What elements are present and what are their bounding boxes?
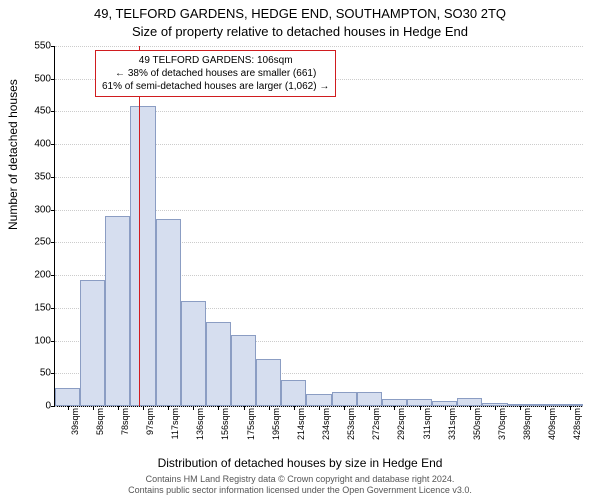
- x-tick-label: 58sqm: [95, 406, 105, 435]
- histogram-bar: [231, 335, 256, 406]
- x-tick-label: 78sqm: [120, 406, 130, 435]
- x-tick-label: 175sqm: [246, 406, 256, 440]
- histogram-bar: [281, 380, 306, 406]
- histogram-bar: [80, 280, 105, 406]
- x-tick-mark: [319, 406, 320, 410]
- property-marker-line: [139, 46, 140, 406]
- gridline: [55, 46, 583, 47]
- x-tick-label: 389sqm: [522, 406, 532, 440]
- y-tick-label: 100: [34, 335, 55, 346]
- x-tick-mark: [420, 406, 421, 410]
- x-tick-mark: [168, 406, 169, 410]
- x-tick-label: 156sqm: [220, 406, 230, 440]
- y-tick-label: 400: [34, 139, 55, 150]
- y-tick-label: 300: [34, 204, 55, 215]
- x-tick-mark: [118, 406, 119, 410]
- histogram-bar: [130, 106, 155, 406]
- histogram-bar: [156, 219, 181, 406]
- histogram-bar: [105, 216, 130, 406]
- x-axis-label: Distribution of detached houses by size …: [0, 456, 600, 470]
- x-tick-mark: [470, 406, 471, 410]
- histogram-bar: [206, 322, 231, 406]
- x-tick-label: 292sqm: [396, 406, 406, 440]
- histogram-bar: [332, 392, 357, 406]
- footer-line1: Contains HM Land Registry data © Crown c…: [0, 474, 600, 485]
- x-tick-mark: [445, 406, 446, 410]
- y-tick-label: 0: [45, 401, 55, 412]
- x-tick-label: 253sqm: [346, 406, 356, 440]
- histogram-bar: [55, 388, 80, 406]
- chart-footer: Contains HM Land Registry data © Crown c…: [0, 474, 600, 496]
- y-tick-label: 250: [34, 237, 55, 248]
- x-tick-label: 234sqm: [321, 406, 331, 440]
- x-tick-mark: [93, 406, 94, 410]
- y-axis-label: Number of detached houses: [6, 79, 20, 230]
- annotation-line: 49 TELFORD GARDENS: 106sqm: [102, 54, 329, 67]
- y-tick-label: 350: [34, 171, 55, 182]
- x-tick-label: 409sqm: [547, 406, 557, 440]
- x-tick-label: 136sqm: [195, 406, 205, 440]
- histogram-bar: [357, 392, 382, 406]
- y-tick-label: 550: [34, 41, 55, 52]
- chart-title-line2: Size of property relative to detached ho…: [0, 24, 600, 39]
- x-tick-label: 39sqm: [70, 406, 80, 435]
- y-tick-label: 150: [34, 302, 55, 313]
- x-tick-label: 272sqm: [371, 406, 381, 440]
- y-tick-label: 50: [40, 368, 55, 379]
- x-tick-label: 350sqm: [472, 406, 482, 440]
- y-tick-label: 200: [34, 270, 55, 281]
- x-tick-mark: [244, 406, 245, 410]
- x-tick-mark: [294, 406, 295, 410]
- histogram-bar: [306, 394, 331, 406]
- x-tick-mark: [344, 406, 345, 410]
- annotation-line: 61% of semi-detached houses are larger (…: [102, 80, 329, 93]
- x-tick-label: 428sqm: [572, 406, 582, 440]
- x-tick-mark: [520, 406, 521, 410]
- x-tick-label: 214sqm: [296, 406, 306, 440]
- chart-title-line1: 49, TELFORD GARDENS, HEDGE END, SOUTHAMP…: [0, 6, 600, 21]
- histogram-bar: [457, 398, 482, 406]
- x-tick-mark: [68, 406, 69, 410]
- x-tick-label: 370sqm: [497, 406, 507, 440]
- x-tick-label: 97sqm: [145, 406, 155, 435]
- y-tick-label: 450: [34, 106, 55, 117]
- chart-plot-area: 05010015020025030035040045050055039sqm58…: [54, 46, 583, 407]
- histogram-bar: [181, 301, 206, 406]
- x-tick-label: 311sqm: [422, 406, 432, 439]
- annotation-line: ← 38% of detached houses are smaller (66…: [102, 67, 329, 80]
- histogram-bar: [256, 359, 281, 406]
- y-tick-label: 500: [34, 73, 55, 84]
- annotation-box: 49 TELFORD GARDENS: 106sqm← 38% of detac…: [95, 50, 336, 97]
- footer-line2: Contains public sector information licen…: [0, 485, 600, 496]
- x-tick-label: 195sqm: [271, 406, 281, 440]
- x-tick-label: 331sqm: [447, 406, 457, 440]
- x-tick-label: 117sqm: [170, 406, 180, 439]
- x-tick-mark: [143, 406, 144, 410]
- x-tick-mark: [269, 406, 270, 410]
- x-tick-mark: [495, 406, 496, 410]
